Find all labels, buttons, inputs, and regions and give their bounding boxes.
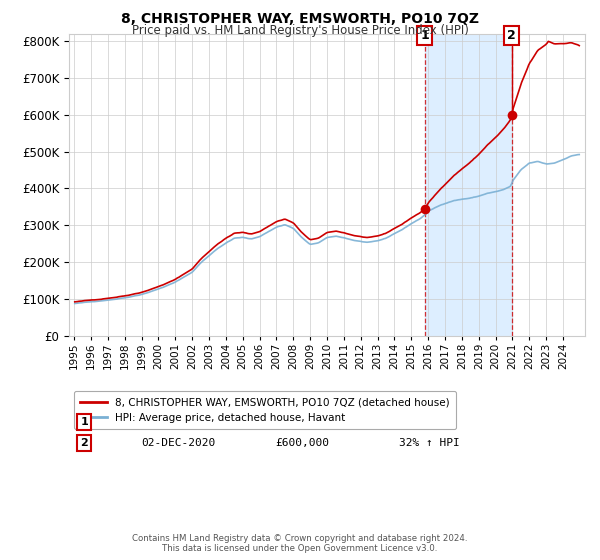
Text: 2: 2 <box>508 29 516 42</box>
Text: 8, CHRISTOPHER WAY, EMSWORTH, PO10 7QZ: 8, CHRISTOPHER WAY, EMSWORTH, PO10 7QZ <box>121 12 479 26</box>
Text: 2: 2 <box>80 438 88 449</box>
Text: 1: 1 <box>80 417 88 427</box>
Legend: 8, CHRISTOPHER WAY, EMSWORTH, PO10 7QZ (detached house), HPI: Average price, det: 8, CHRISTOPHER WAY, EMSWORTH, PO10 7QZ (… <box>74 391 456 429</box>
Text: 29-OCT-2015: 29-OCT-2015 <box>141 417 215 427</box>
Text: Contains HM Land Registry data © Crown copyright and database right 2024.
This d: Contains HM Land Registry data © Crown c… <box>132 534 468 553</box>
Text: 32% ↑ HPI: 32% ↑ HPI <box>399 438 460 449</box>
Text: 1: 1 <box>420 29 429 42</box>
Text: £600,000: £600,000 <box>275 438 329 449</box>
Text: £345,000: £345,000 <box>275 417 329 427</box>
Text: 4% ↓ HPI: 4% ↓ HPI <box>399 417 453 427</box>
Text: 02-DEC-2020: 02-DEC-2020 <box>141 438 215 449</box>
Bar <box>425 34 512 336</box>
Text: Price paid vs. HM Land Registry's House Price Index (HPI): Price paid vs. HM Land Registry's House … <box>131 24 469 36</box>
